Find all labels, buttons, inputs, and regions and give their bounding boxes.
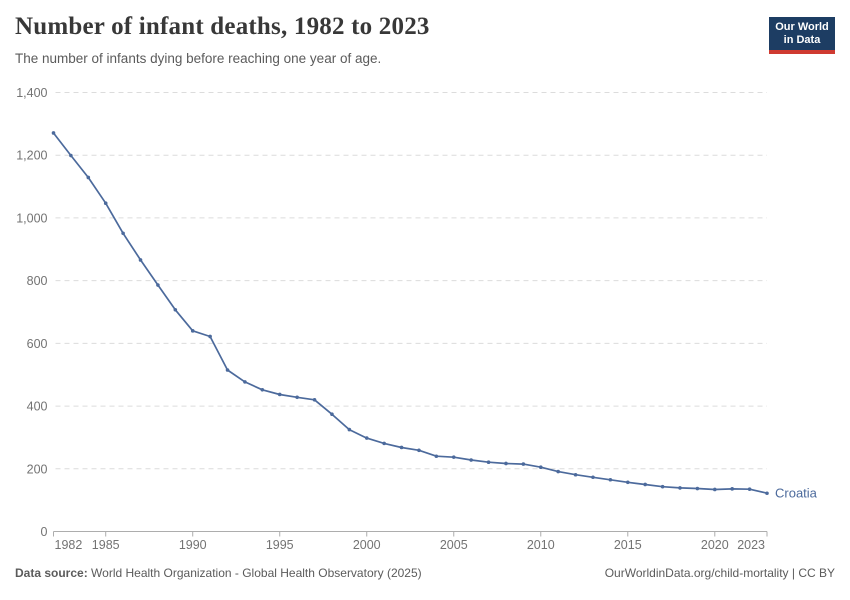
- data-point: [173, 308, 178, 312]
- data-source-note: Data source: World Health Organization -…: [15, 566, 422, 580]
- data-point: [660, 484, 665, 489]
- data-point: [469, 458, 473, 462]
- data-point: [190, 329, 195, 333]
- data-point: [399, 445, 404, 450]
- data-point: [156, 283, 160, 287]
- owid-logo-line2: in Data: [783, 34, 821, 46]
- footer-link[interactable]: OurWorldinData.org/child-mortality | CC …: [604, 566, 835, 580]
- y-tick-label: 0: [41, 525, 48, 539]
- data-point: [730, 487, 734, 491]
- data-point: [243, 380, 247, 384]
- data-point: [643, 482, 647, 487]
- y-tick-label: 1,000: [16, 211, 47, 225]
- data-source-label: Data source:: [15, 566, 88, 580]
- data-point: [486, 460, 491, 465]
- data-point: [69, 153, 73, 158]
- data-point: [330, 412, 334, 417]
- owid-logo-line1: Our World: [775, 21, 829, 33]
- data-point: [364, 436, 369, 440]
- data-point: [521, 462, 526, 466]
- data-point: [86, 175, 91, 180]
- y-tick-label: 1,200: [16, 149, 47, 163]
- data-point: [225, 368, 230, 372]
- x-axis: 1982 1985 1990 1995 2000 2005 2010 2015 2020 2023: [53, 531, 768, 552]
- data-point: [451, 455, 456, 459]
- data-point: [747, 487, 752, 491]
- x-tick-label: 1995: [266, 538, 294, 552]
- owid-logo: Our World in Data: [769, 17, 835, 54]
- data-point: [51, 131, 56, 135]
- y-tick-labels: 0 200 400 600 800 1,000 1,200 1,400: [16, 86, 47, 539]
- chart-subtitle: The number of infants dying before reach…: [15, 51, 382, 66]
- x-tick-label: 2023: [737, 538, 765, 552]
- data-point: [382, 441, 386, 446]
- data-point: [417, 448, 421, 453]
- page-title: Number of infant deaths, 1982 to 2023: [15, 13, 430, 40]
- data-point: [556, 469, 560, 474]
- data-point: [260, 387, 265, 392]
- data-point: [103, 201, 108, 205]
- data-point: [504, 461, 508, 466]
- y-tick-label: 800: [27, 274, 48, 288]
- x-tick-label: 1985: [92, 538, 120, 552]
- data-point: [608, 477, 613, 482]
- y-tick-label: 400: [27, 400, 48, 414]
- data-point: [138, 258, 143, 262]
- y-tick-label: 1,400: [16, 86, 47, 100]
- data-point: [712, 487, 717, 492]
- x-tick-label: 2015: [614, 538, 642, 552]
- data-point: [208, 334, 212, 339]
- chart-footer: Data source: World Health Organization -…: [15, 566, 835, 580]
- x-tick-label: 2010: [527, 538, 555, 552]
- y-tick-label: 200: [27, 462, 48, 476]
- data-point: [765, 491, 769, 496]
- x-tick-label: 2005: [440, 538, 468, 552]
- series-end-label: Croatia: [775, 486, 818, 501]
- data-point: [121, 231, 125, 236]
- data-point: [695, 486, 700, 491]
- data-source-text: World Health Organization - Global Healt…: [87, 566, 422, 580]
- data-point: [573, 472, 578, 477]
- x-tick-label: 1982: [55, 538, 83, 552]
- data-point: [277, 392, 282, 397]
- data-point: [538, 465, 543, 470]
- x-tick-label: 2000: [353, 538, 381, 552]
- data-point: [295, 395, 299, 400]
- data-points: [51, 131, 769, 496]
- data-point: [347, 427, 352, 432]
- data-point: [591, 475, 595, 480]
- data-point: [434, 454, 439, 459]
- x-tick-label: 2020: [701, 538, 729, 552]
- data-point: [312, 398, 317, 402]
- data-point: [678, 486, 682, 490]
- data-line: [52, 132, 768, 495]
- y-tick-label: 600: [27, 337, 48, 351]
- data-point: [625, 480, 630, 485]
- x-tick-label: 1990: [179, 538, 207, 552]
- y-gridlines: [55, 92, 767, 470]
